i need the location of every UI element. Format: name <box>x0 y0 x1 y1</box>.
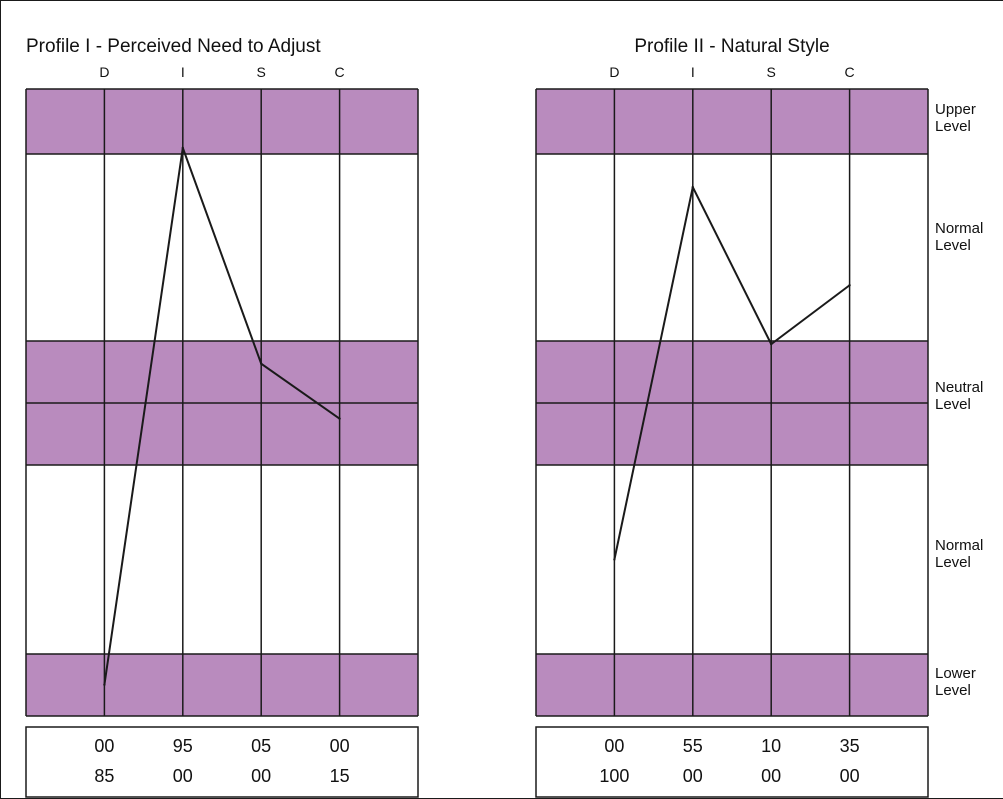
level-band <box>26 341 418 403</box>
chart-title: Profile II - Natural Style <box>634 36 829 57</box>
level-label: Normal <box>935 537 983 554</box>
data-point-c <box>848 284 851 287</box>
profile-1-chart: Profile I - Perceived Need to Adjust D I S C… <box>25 36 419 798</box>
score-value: 10 <box>761 736 781 756</box>
score-value: 00 <box>604 736 624 756</box>
data-point-i <box>181 146 184 150</box>
level-band <box>26 89 418 154</box>
level-label: Lower <box>935 665 976 682</box>
level-label: Normal <box>935 220 983 237</box>
profile-2-chart: Profile II - Natural Style D I S C 00 55 10 35 10… <box>535 36 929 798</box>
data-point-s <box>770 342 773 346</box>
data-point-i <box>691 185 694 189</box>
score-value: 35 <box>840 736 860 756</box>
category-label-c: C <box>335 64 345 80</box>
level-label: Upper <box>935 101 976 118</box>
level-labels: UpperLevelNormalLevelNeutralLevelNormalL… <box>935 101 983 699</box>
level-band <box>536 89 928 154</box>
level-label: Level <box>935 554 971 571</box>
chart-title: Profile I - Perceived Need to Adjust <box>26 36 321 57</box>
data-point-s <box>260 362 263 365</box>
level-label: Level <box>935 237 971 254</box>
category-label-d: D <box>609 64 619 80</box>
score-value: 00 <box>94 736 114 756</box>
score-value: 55 <box>683 736 703 756</box>
level-label: Level <box>935 682 971 699</box>
data-point-d <box>613 558 616 561</box>
score-value: 00 <box>251 766 271 786</box>
score-value: 15 <box>330 766 350 786</box>
score-box <box>535 726 929 798</box>
category-label-c: C <box>845 64 855 80</box>
profile-line <box>613 184 851 560</box>
data-point-c <box>338 417 341 420</box>
level-label: Neutral <box>935 379 983 396</box>
score-value: 85 <box>94 766 114 786</box>
level-label: Level <box>935 396 971 413</box>
level-band <box>536 654 928 716</box>
level-band <box>26 403 418 465</box>
category-label-s: S <box>767 64 776 80</box>
category-label-d: D <box>99 64 109 80</box>
score-value: 00 <box>173 766 193 786</box>
data-point-d <box>103 683 106 686</box>
category-label-i: I <box>691 64 695 80</box>
category-label-i: I <box>181 64 185 80</box>
score-value: 00 <box>683 766 703 786</box>
level-band <box>536 341 928 403</box>
score-value: 95 <box>173 736 193 756</box>
score-value: 00 <box>761 766 781 786</box>
level-band <box>536 403 928 465</box>
profile-line <box>103 147 341 685</box>
score-value: 00 <box>330 736 350 756</box>
level-band <box>26 654 418 716</box>
level-label: Level <box>935 118 971 135</box>
score-value: 100 <box>599 766 629 786</box>
category-label-s: S <box>257 64 266 80</box>
score-value: 05 <box>251 736 271 756</box>
score-value: 00 <box>840 766 860 786</box>
score-box <box>25 726 419 798</box>
